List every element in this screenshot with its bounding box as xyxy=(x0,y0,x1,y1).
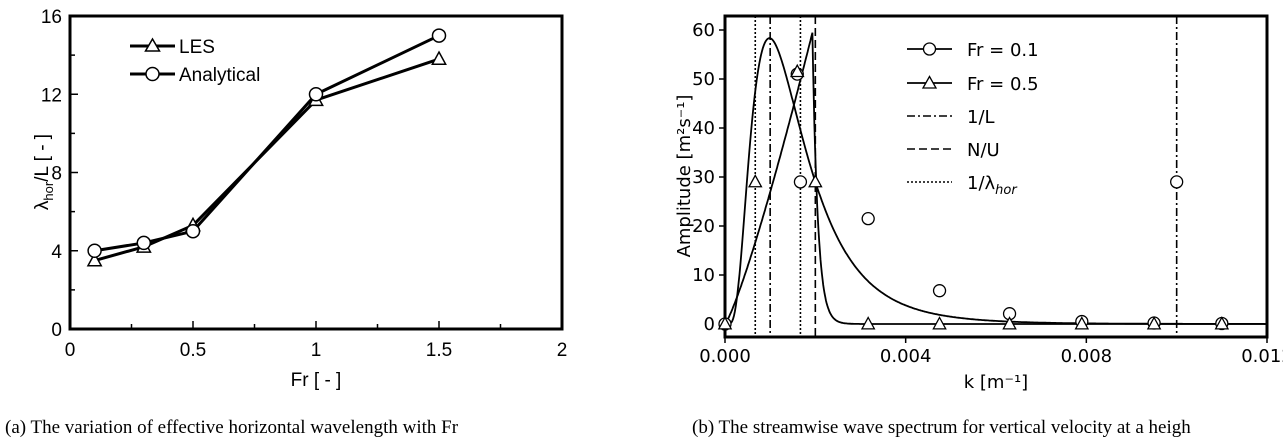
data-point-analytical xyxy=(185,223,201,239)
x-tick-label: 1 xyxy=(311,340,322,361)
legend-fr05-label: Fr = 0.5 xyxy=(967,74,1039,95)
x-tick-label: 0.5 xyxy=(180,340,206,361)
data-point-analytical xyxy=(308,87,324,102)
chart-a: 0 0.5 1 1.5 2 0 4 8 12 16 LES Analytical Fr [ - ]… xyxy=(5,7,567,438)
data-point-fr01 xyxy=(932,284,947,298)
y-tick-label: 60 xyxy=(692,20,715,41)
legend-nu-label: N/U xyxy=(967,140,1000,161)
data-point-fr01 xyxy=(861,211,875,226)
data-point-analytical xyxy=(431,28,447,43)
data-point-fr05 xyxy=(789,63,805,78)
y-tick-label: 10 xyxy=(692,265,715,286)
y-tick-label: 50 xyxy=(692,69,715,90)
legend-les-marker xyxy=(144,37,161,52)
data-point-fr05 xyxy=(932,316,947,330)
y-tick-label: 0 xyxy=(51,320,62,341)
y-tick-label: 0 xyxy=(704,314,715,335)
x-tick-label: 0.000 xyxy=(699,346,751,367)
data-point-fr05 xyxy=(1074,316,1090,330)
data-point-fr05 xyxy=(860,316,876,330)
y-tick-label: 12 xyxy=(41,85,62,106)
series-line-les xyxy=(94,57,440,262)
chart-a-xlabel: Fr [ - ] xyxy=(291,370,342,391)
data-point-fr05 xyxy=(1002,316,1017,330)
legend-fr01-label: Fr = 0.1 xyxy=(967,40,1039,61)
chart-a-frame xyxy=(68,14,564,331)
chart-b: 0.000 0.004 0.008 0.012 0 10 20 30 40 50 60 Fr = 0… xyxy=(674,14,1283,438)
legend-analytical-marker xyxy=(145,66,160,82)
vline-marker xyxy=(747,174,763,188)
x-tick-label: 0 xyxy=(65,340,76,361)
legend-fr01-marker xyxy=(922,42,937,56)
caption-a: (a) The variation of effective horizonta… xyxy=(5,417,459,438)
data-point-analytical xyxy=(136,235,152,251)
legend-1l-label: 1/L xyxy=(967,107,995,128)
x-tick-label: 0.012 xyxy=(1241,346,1283,367)
y-tick-label: 40 xyxy=(692,118,715,139)
caption-b: (b) The streamwise wave spectrum for ver… xyxy=(692,417,1191,438)
legend-fr05-marker xyxy=(921,75,938,89)
series-line-analytical xyxy=(94,34,440,253)
y-tick-label: 30 xyxy=(692,167,715,188)
legend-lambda-label: 1/λhor xyxy=(967,173,1018,198)
chart-b-legend: Fr = 0.1 Fr = 0.5 1/L N/U 1/λhor xyxy=(907,40,1039,198)
chart-b-xlabel: k [m⁻¹] xyxy=(964,372,1028,393)
y-tick-label: 4 xyxy=(51,242,62,263)
chart-b-frame xyxy=(723,14,1269,339)
x-tick-label: 0.004 xyxy=(880,346,932,367)
x-tick-label: 1.5 xyxy=(426,340,452,361)
vline-marker xyxy=(793,175,808,189)
series-line-fr05 xyxy=(725,32,1267,325)
vline-marker xyxy=(1170,175,1184,189)
data-point-les xyxy=(431,50,447,66)
legend-analytical-label: Analytical xyxy=(179,65,260,86)
vline-marker xyxy=(808,174,823,188)
data-point-fr05 xyxy=(717,316,733,330)
y-tick-label: 20 xyxy=(692,216,715,237)
y-tick-label: 16 xyxy=(41,7,62,28)
data-point-les xyxy=(86,251,103,267)
chart-b-ylabel: Amplitude [m²s⁻¹] xyxy=(674,95,695,258)
chart-a-legend: LES Analytical xyxy=(130,37,260,86)
x-tick-label: 2 xyxy=(557,340,568,361)
data-point-fr05 xyxy=(1146,316,1162,330)
y-tick-label: 8 xyxy=(51,164,62,185)
data-point-fr05 xyxy=(1214,316,1230,330)
chart-a-ylabel: λhor/L [ - ] xyxy=(32,134,56,210)
data-point-analytical xyxy=(87,243,102,258)
legend-les-label: LES xyxy=(179,37,215,58)
x-tick-label: 0.008 xyxy=(1061,346,1113,367)
